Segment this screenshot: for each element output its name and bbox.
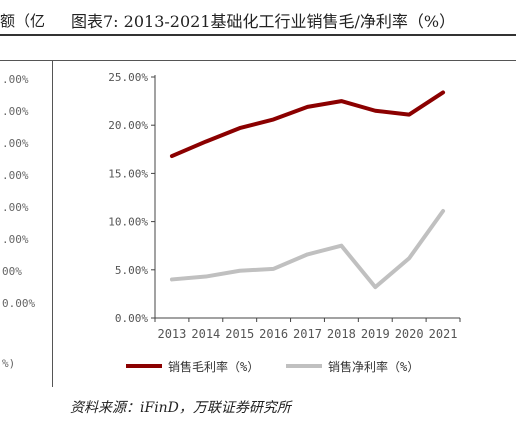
y-tick-label: 20.00% [108, 119, 148, 132]
gross-margin-line [169, 90, 446, 159]
left-chart-fragment: 额（亿 .00% .00% .00% .00% .00% .00% 00% 0.… [0, 0, 58, 422]
chart-frame: 0.00% 5.00% 10.00% 15.00% 20.00% 25.00% 2013 20… [68, 60, 516, 387]
chart-top-rule [0, 60, 516, 61]
left-axis-label: 00% [2, 265, 22, 278]
left-axis-label: 0.00% [2, 297, 36, 310]
left-chart-border [52, 60, 53, 387]
left-axis-label: %) [2, 357, 16, 370]
left-chart-title-fragment: 额（亿 [0, 12, 46, 30]
x-tick-label: 2017 [293, 327, 322, 341]
y-tick-label: 0.00% [115, 312, 148, 325]
chart-title: 图表7: 2013-2021基础化工行业销售毛/净利率（%） [71, 12, 456, 31]
y-tick-label: 10.00% [108, 216, 148, 229]
x-tick-label: 2015 [225, 327, 254, 341]
left-axis-label: .00% [2, 233, 29, 246]
left-axis-label: .00% [2, 169, 29, 182]
left-axis-label: .00% [2, 105, 29, 118]
legend-net-margin-label: 销售净利率（%） [328, 359, 419, 374]
x-tick-label: 2014 [191, 327, 220, 341]
line-chart: 0.00% 5.00% 10.00% 15.00% 20.00% 25.00% 2013 20… [108, 71, 461, 374]
x-tick-label: 2021 [429, 327, 458, 341]
title-rule [0, 34, 516, 36]
left-axis-label: .00% [2, 137, 29, 150]
x-tick-label: 2020 [395, 327, 424, 341]
left-axis-label: .00% [2, 73, 29, 86]
x-tick-label: 2016 [259, 327, 288, 341]
y-tick-label: 25.00% [108, 71, 148, 84]
x-tick-label: 2013 [157, 327, 186, 341]
net-margin-line [169, 208, 446, 290]
source-note: 资料来源：iFinD，万联证券研究所 [70, 400, 291, 416]
y-tick-label: 5.00% [115, 264, 148, 277]
x-tick-label: 2019 [361, 327, 390, 341]
left-axis-label: .00% [2, 201, 29, 214]
legend-gross-margin-label: 销售毛利率（%） [168, 359, 259, 374]
x-tick-label: 2018 [327, 327, 356, 341]
y-tick-label: 15.00% [108, 167, 148, 180]
